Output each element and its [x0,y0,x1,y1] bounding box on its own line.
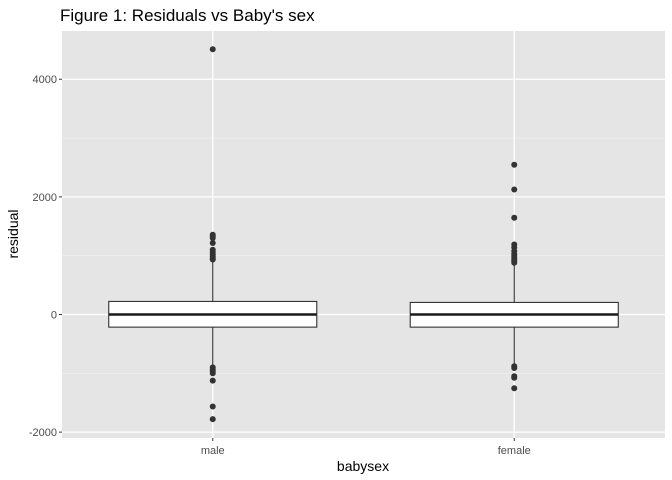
y-tick-label: 4000 [33,74,57,86]
chart-title: Figure 1: Residuals vs Baby's sex [60,6,315,25]
outlier-points [209,46,518,423]
y-axis-title: residual [5,209,21,258]
outlier-point-female [511,186,518,193]
outlier-point-male [209,377,216,384]
outlier-point-female [511,161,518,168]
outlier-point-female [511,365,518,372]
whiskers [212,261,515,367]
outlier-point-male [209,403,216,410]
y-tick-label: 0 [51,309,57,321]
outlier-point-male [209,240,216,247]
y-tick-label: -2000 [29,427,57,439]
outlier-point-male [209,235,216,242]
tick-labels: -2000 0 2000 4000 male female [29,74,531,457]
outlier-point-male [209,370,216,377]
outlier-point-male [209,416,216,423]
outlier-point-male [209,256,216,263]
outlier-point-female [511,385,518,392]
y-tick-label: 2000 [33,192,57,204]
outlier-point-male [209,46,216,53]
outlier-point-female [511,259,518,266]
x-axis-title: babysex [337,458,389,474]
outlier-point-female [511,374,518,381]
x-tick-label-male: male [201,445,225,457]
plot-panel [62,31,665,438]
x-tick-label-female: female [498,445,531,457]
axis-ticks [59,78,515,441]
boxes [108,300,619,328]
outlier-point-female [511,214,518,221]
